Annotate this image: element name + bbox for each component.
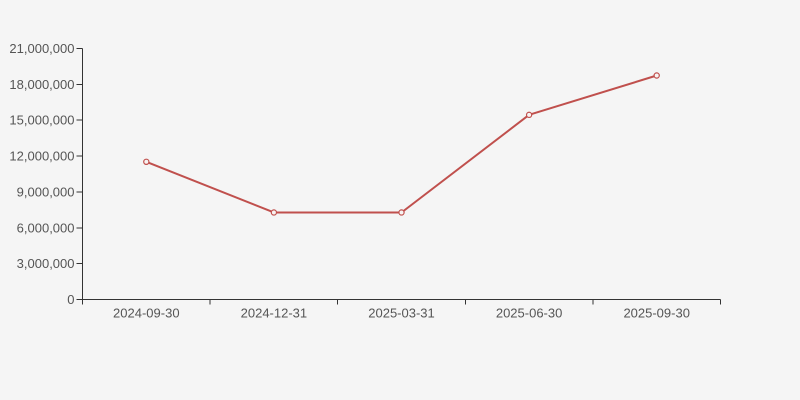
y-axis-tick-label: 0 (67, 292, 74, 307)
y-axis-tick-label: 18,000,000 (9, 77, 74, 92)
x-axis-tick-label: 2025-09-30 (623, 306, 690, 321)
data-line (145, 74, 658, 214)
data-point-marker[interactable] (270, 209, 278, 216)
x-axis-tick-label: 2025-03-31 (368, 306, 435, 321)
y-axis-tick-label: 6,000,000 (17, 220, 75, 235)
axes (76, 48, 721, 305)
data-point-marker[interactable] (653, 72, 660, 79)
data-point-marker[interactable] (143, 158, 150, 166)
x-axis-tick-label: 2024-09-30 (113, 306, 180, 321)
x-axis-tick-label: 2025-06-30 (496, 306, 563, 321)
y-axis-tick-label: 21,000,000 (9, 41, 74, 56)
y-axis-tick-label: 3,000,000 (17, 256, 75, 271)
y-axis-tick-label: 12,000,000 (9, 149, 74, 164)
data-point-marker[interactable] (525, 111, 533, 119)
y-axis-tick-label: 15,000,000 (9, 113, 74, 128)
y-axis-tick-label: 9,000,000 (17, 184, 75, 199)
data-point-marker[interactable] (398, 209, 405, 216)
x-axis-tick-label: 2024-12-31 (241, 306, 308, 321)
